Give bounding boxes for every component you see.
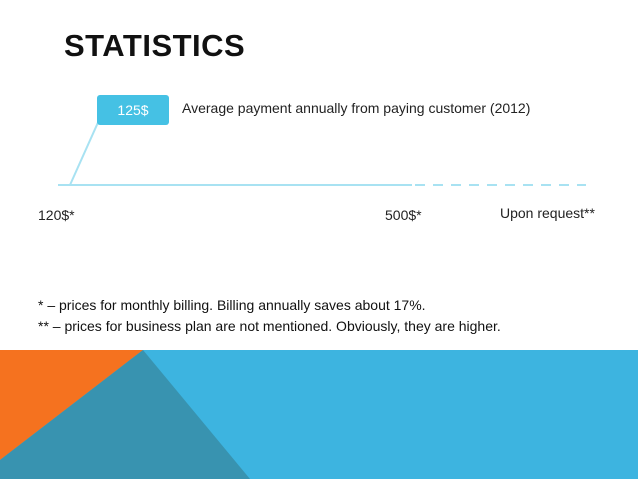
footnote-business: ** – prices for business plan are not me… [38, 318, 501, 334]
footnote-monthly: * – prices for monthly billing. Billing … [38, 297, 426, 313]
slide-title: STATISTICS [64, 28, 246, 63]
price-min-label: 120$* [38, 207, 75, 223]
average-payment-badge: 125$ [97, 95, 169, 125]
average-payment-note: Average payment annually from paying cus… [182, 100, 531, 116]
average-payment-value: 125$ [117, 102, 149, 118]
footer-teal-triangle [0, 350, 250, 479]
price-timeline [58, 117, 586, 186]
badge-connector [69, 117, 101, 186]
price-max-label: 500$* [385, 207, 422, 223]
price-request-label: Upon request** [500, 205, 595, 221]
